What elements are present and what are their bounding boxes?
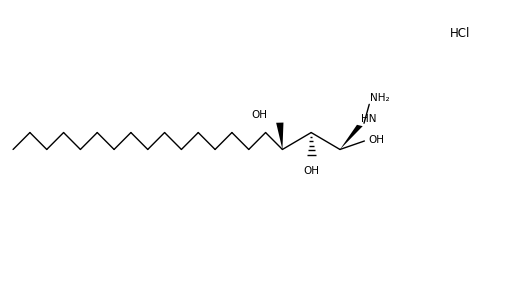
Text: NH₂: NH₂ [370, 93, 390, 103]
Text: HCl: HCl [450, 27, 470, 40]
Polygon shape [276, 123, 283, 149]
Polygon shape [340, 125, 362, 149]
Text: OH: OH [303, 166, 319, 176]
Text: OH: OH [251, 110, 267, 120]
Text: OH: OH [369, 135, 384, 145]
Text: HN: HN [361, 114, 377, 124]
